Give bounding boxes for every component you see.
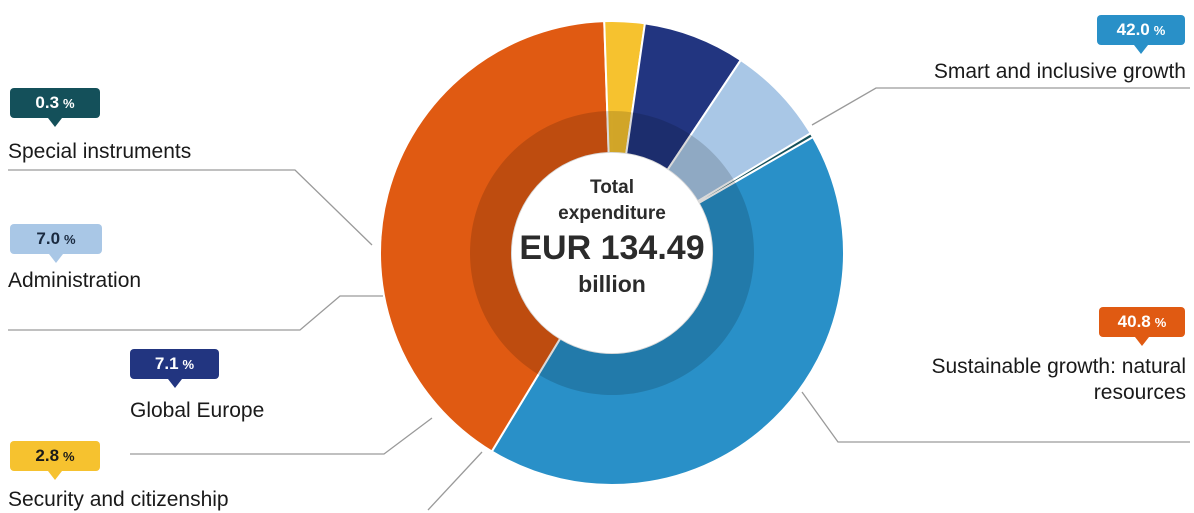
leader-global-europe [130, 417, 433, 455]
label-security-citizenship: Security and citizenship [8, 488, 229, 511]
badge-global-europe: 7.1% [130, 349, 219, 388]
percent-sign: % [63, 449, 75, 464]
percent-sign: % [1153, 23, 1166, 38]
label-global-europe: Global Europe [130, 399, 265, 422]
label-special-instruments: Special instruments [8, 140, 192, 163]
center-line-4: billion [578, 271, 646, 297]
leader-smart-growth [811, 87, 1190, 126]
percent-sign: % [64, 232, 76, 247]
badge-value: 7.1 [154, 354, 179, 373]
leader-sustainable-growth [801, 391, 1190, 443]
leader-administration [8, 295, 383, 331]
badge-smart-growth: 42.0% [1097, 15, 1185, 54]
badge-security-citizenship: 2.8% [10, 441, 100, 480]
percent-sign: % [63, 96, 75, 111]
badge-value: 7.0 [36, 229, 61, 248]
badge-value: 42.0 [1116, 20, 1150, 39]
badge-administration: 7.0% [10, 224, 102, 263]
center-label: Total expenditure EUR 134.49 billion [512, 175, 712, 299]
leader-special-instruments [8, 169, 373, 246]
label-sustainable-growth: Sustainable growth: natural resources [931, 355, 1187, 404]
badge-value: 0.3 [35, 93, 60, 112]
center-line-1: Total [590, 177, 634, 198]
badge-sustainable-growth: 40.8% [1099, 307, 1185, 346]
badge-value: 40.8 [1117, 312, 1151, 331]
center-total-value: EUR 134.49 [519, 229, 705, 267]
badge-value: 2.8 [35, 446, 60, 465]
label-administration: Administration [8, 269, 142, 292]
center-line-2: expenditure [558, 203, 666, 224]
badge-special-instruments: 0.3% [10, 88, 100, 127]
percent-sign: % [1154, 315, 1167, 330]
donut-hole [512, 153, 712, 353]
label-smart-growth: Smart and inclusive growth [933, 60, 1186, 83]
leader-security-citizenship [427, 451, 483, 511]
inner-ring-shade [470, 111, 754, 396]
percent-sign: % [182, 357, 195, 372]
